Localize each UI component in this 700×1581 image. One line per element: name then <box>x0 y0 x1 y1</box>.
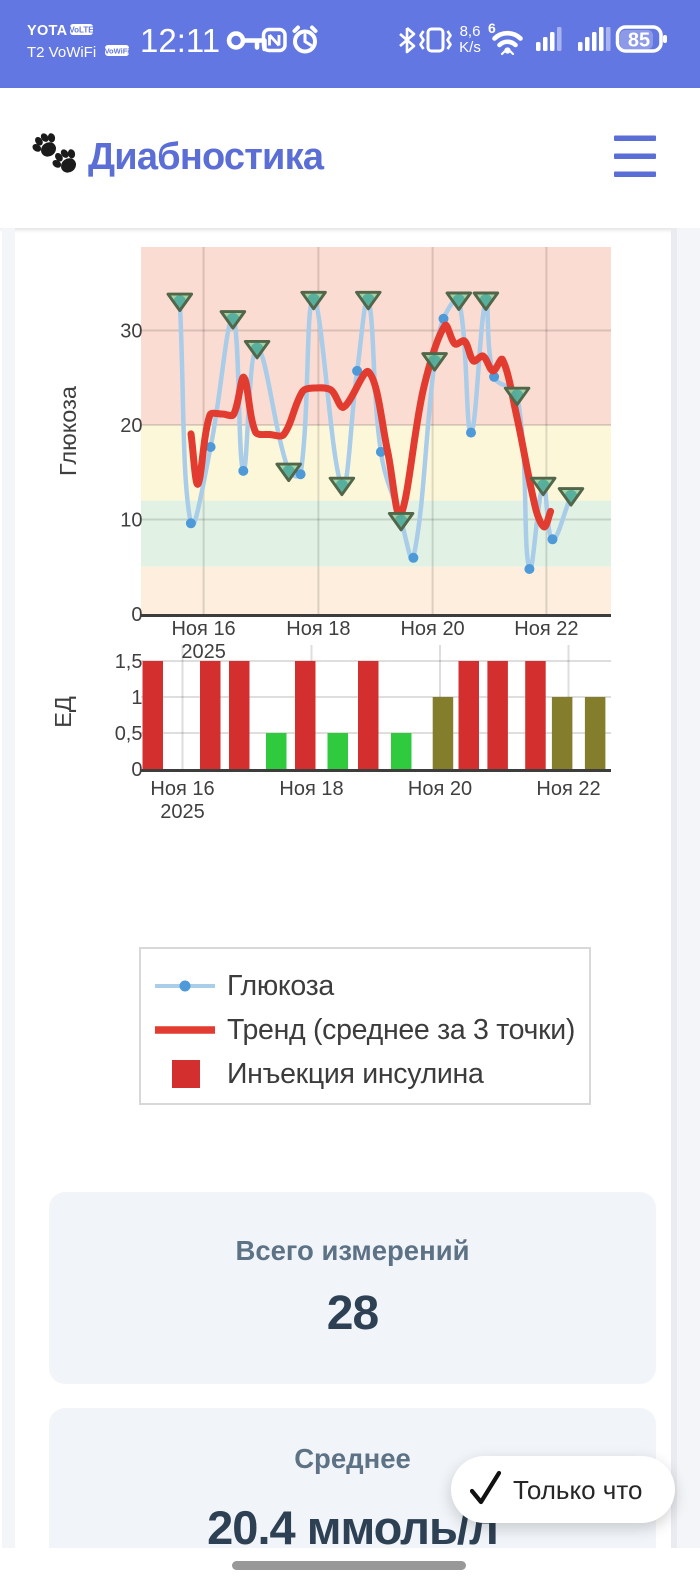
svg-text:K/s: K/s <box>459 39 481 56</box>
svg-text:10: 10 <box>120 510 142 532</box>
svg-text:0: 0 <box>131 759 142 781</box>
svg-text:YOTA: YOTA <box>27 23 68 39</box>
svg-text:Ноя 22: Ноя 22 <box>536 778 600 800</box>
svg-text:Глюкоза: Глюкоза <box>227 970 334 1002</box>
svg-text:30: 30 <box>120 320 142 342</box>
svg-text:VoLTE: VoLTE <box>69 26 94 35</box>
svg-text:ЕД: ЕД <box>50 696 76 728</box>
svg-text:85: 85 <box>628 30 650 52</box>
svg-text:8,6: 8,6 <box>460 23 481 40</box>
svg-text:Ноя 16: Ноя 16 <box>150 778 214 800</box>
svg-text:Ноя 20: Ноя 20 <box>400 618 464 640</box>
svg-text:1: 1 <box>131 687 142 709</box>
svg-text:Глюкоза: Глюкоза <box>55 385 81 476</box>
svg-text:12:11: 12:11 <box>140 22 220 59</box>
svg-text:2025: 2025 <box>160 801 205 823</box>
svg-text:Тренд (среднее за 3 точки): Тренд (среднее за 3 точки) <box>227 1014 575 1046</box>
svg-text:1,5: 1,5 <box>115 651 143 673</box>
svg-text:Только что: Только что <box>513 1475 642 1505</box>
svg-text:0,5: 0,5 <box>115 723 143 745</box>
svg-text:Инъекция инсулина: Инъекция инсулина <box>227 1058 484 1090</box>
svg-text:VoWiFi: VoWiFi <box>105 47 130 56</box>
svg-text:2025: 2025 <box>181 641 226 663</box>
svg-text:0: 0 <box>131 604 142 626</box>
svg-text:T2 VoWiFi: T2 VoWiFi <box>27 44 96 61</box>
svg-text:Ноя 16: Ноя 16 <box>171 618 235 640</box>
svg-text:Ноя 20: Ноя 20 <box>408 778 472 800</box>
svg-text:6: 6 <box>488 20 496 36</box>
svg-text:Ноя 18: Ноя 18 <box>286 618 350 640</box>
svg-text:20: 20 <box>120 415 142 437</box>
svg-text:Диабностика: Диабностика <box>88 136 325 178</box>
svg-text:Ноя 18: Ноя 18 <box>279 778 343 800</box>
svg-text:Ноя 22: Ноя 22 <box>514 618 578 640</box>
